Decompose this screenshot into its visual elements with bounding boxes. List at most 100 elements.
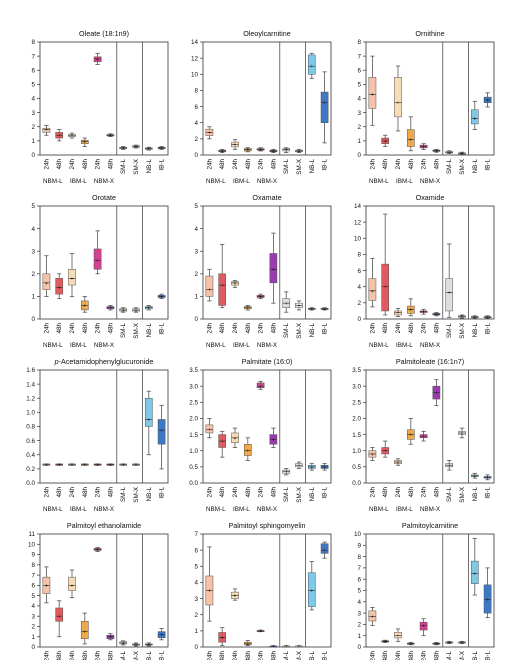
y-tick-label: 4 (357, 599, 361, 606)
x-tick-label: 48h (270, 323, 277, 334)
box-iqr (368, 610, 377, 622)
box-ibm-l-24h: + (394, 628, 402, 642)
y-tick-label: 6 (194, 547, 198, 554)
box-nbm-x-24h: + (93, 546, 102, 553)
mean-marker: + (486, 475, 489, 481)
x-tick-label: SM-L (446, 651, 453, 660)
mean-marker: + (272, 267, 275, 273)
x-tick-label: 48h (382, 323, 389, 334)
mean-marker: + (109, 133, 112, 139)
x-tick-label: 48h (82, 651, 89, 660)
plot-frame (202, 205, 332, 320)
box-nb-l: + (144, 305, 153, 312)
y-tick-label: 1 (194, 294, 198, 301)
x-tick-label: 24h (258, 487, 265, 498)
group-label: IBM-L (233, 178, 250, 185)
mean-marker: + (45, 281, 48, 287)
y-tick-label: 0.6 (26, 438, 35, 445)
mean-marker: + (45, 128, 48, 134)
group-label: IBM-L (233, 506, 250, 513)
x-tick-label: SM-X (459, 486, 466, 503)
mean-marker: + (384, 639, 387, 645)
y-tick-label: 0.5 (189, 464, 198, 471)
box-sm-l: + (445, 243, 454, 318)
box-nbm-x-48h: + (269, 148, 278, 155)
mean-marker: + (298, 644, 301, 650)
group-label: IBM-L (396, 178, 413, 185)
group-label: NBM-L (43, 178, 63, 185)
box-sm-l: + (282, 644, 291, 650)
y-tick-label: 10 (191, 71, 199, 78)
panel-title: Orotate (92, 193, 116, 202)
chart-panel: Palmitoyl ethanolamide 0 1 2 3 4 5 6 7 8 9 10 11 + + + +… (28, 521, 169, 660)
x-tick-label: 24h (232, 323, 239, 334)
mean-marker: + (422, 310, 425, 316)
box-nb-l: + (307, 463, 316, 471)
x-tick-label: 24h (206, 159, 213, 170)
y-tick-label: 0 (31, 644, 35, 651)
box-nbm-l-24h: + (42, 463, 51, 469)
box-nbm-l-48h: + (218, 244, 227, 309)
panel-title-text: -Acetamidophenylglucuronide (59, 357, 154, 366)
x-tick-label: IB-L (322, 323, 329, 335)
box-iqr (394, 632, 402, 639)
y-tick-label: 3.0 (352, 383, 361, 390)
mean-marker: + (409, 137, 412, 143)
y-tick-label: 0.2 (26, 466, 35, 473)
box-iqr (243, 148, 252, 152)
y-tick-label: 4 (31, 226, 35, 233)
x-tick-label: NB-L (146, 323, 153, 338)
box-ib-l: + (157, 628, 166, 641)
box-iqr (205, 424, 214, 434)
y-tick-label: 6 (357, 268, 361, 275)
mean-marker: + (310, 307, 313, 313)
box-sm-l: + (445, 459, 454, 471)
box-ibm-l-24h: + (231, 139, 239, 150)
box-ib-l: + (320, 307, 329, 313)
box-nbm-l-24h: + (205, 418, 214, 439)
x-tick-label: NB-L (472, 487, 479, 502)
box-nbm-x-48h: + (432, 149, 441, 155)
mean-marker: + (298, 303, 301, 309)
x-tick-label: IB-L (159, 487, 166, 499)
x-tick-label: 48h (433, 159, 440, 170)
x-tick-label: 24h (95, 323, 102, 334)
mean-marker: + (435, 642, 438, 648)
mean-marker: + (323, 307, 326, 313)
panel-title: p-Acetamidophenylglucuronide (54, 357, 154, 366)
y-tick-label: 0 (194, 644, 198, 651)
box-nbm-l-24h: + (42, 255, 51, 297)
box-iqr (406, 129, 415, 147)
y-tick-label: 0.0 (189, 480, 198, 487)
mean-marker: + (448, 290, 451, 296)
mean-marker: + (473, 474, 476, 480)
box-iqr (381, 263, 390, 312)
x-tick-label: NB-L (309, 487, 316, 502)
mean-marker: + (234, 143, 237, 149)
box-ibm-l-48h: + (243, 437, 252, 461)
mean-marker: + (122, 641, 125, 647)
y-tick-label: 1.0 (189, 448, 198, 455)
mean-marker: + (435, 149, 438, 155)
group-label: IBM-L (396, 342, 413, 349)
box-nb-l: + (307, 52, 316, 79)
y-tick-label: 5 (194, 563, 198, 570)
x-tick-label: IB-L (159, 323, 166, 335)
y-tick-label: 4 (31, 603, 35, 610)
box-nbm-l-24h: + (205, 126, 214, 140)
mean-marker: + (147, 642, 150, 648)
box-sm-l: + (119, 146, 128, 152)
mean-marker: + (221, 439, 224, 445)
x-tick-label: 24h (69, 323, 76, 334)
mean-marker: + (285, 470, 288, 476)
mean-marker: + (160, 428, 163, 434)
box-ibm-l-48h: + (243, 305, 252, 312)
x-tick-label: 24h (395, 487, 402, 498)
panel-title: Palmitoleate (16:1n7) (396, 357, 464, 366)
mean-marker: + (58, 285, 61, 291)
box-ib-l: + (157, 293, 166, 300)
box-nbm-x-24h: + (419, 143, 428, 151)
x-tick-label: 24h (395, 323, 402, 334)
mean-marker: + (259, 384, 262, 390)
x-tick-label: 24h (421, 323, 428, 334)
